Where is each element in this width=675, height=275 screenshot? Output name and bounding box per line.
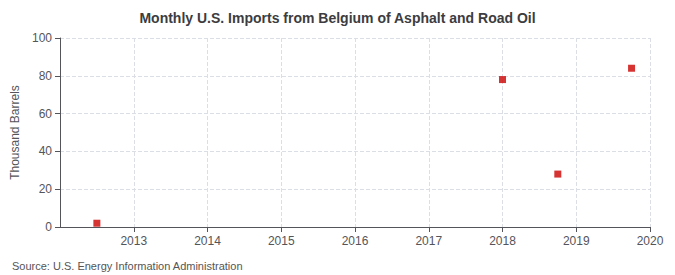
svg-text:2013: 2013 bbox=[120, 234, 147, 248]
svg-text:2020: 2020 bbox=[637, 234, 664, 248]
svg-text:2018: 2018 bbox=[489, 234, 516, 248]
svg-text:2019: 2019 bbox=[563, 234, 590, 248]
svg-text:Source: U.S. Energy Informatio: Source: U.S. Energy Information Administ… bbox=[12, 260, 243, 272]
svg-text:2016: 2016 bbox=[342, 234, 369, 248]
svg-text:20: 20 bbox=[39, 182, 53, 196]
svg-text:2017: 2017 bbox=[415, 234, 442, 248]
svg-text:40: 40 bbox=[39, 144, 53, 158]
svg-text:2014: 2014 bbox=[194, 234, 221, 248]
svg-text:Thousand Barrels: Thousand Barrels bbox=[8, 85, 22, 180]
svg-text:80: 80 bbox=[39, 69, 53, 83]
svg-text:2015: 2015 bbox=[268, 234, 295, 248]
svg-text:Monthly U.S. Imports from Belg: Monthly U.S. Imports from Belgium of Asp… bbox=[139, 10, 535, 26]
svg-text:0: 0 bbox=[45, 220, 52, 234]
svg-text:60: 60 bbox=[39, 107, 53, 121]
svg-text:100: 100 bbox=[32, 31, 52, 45]
